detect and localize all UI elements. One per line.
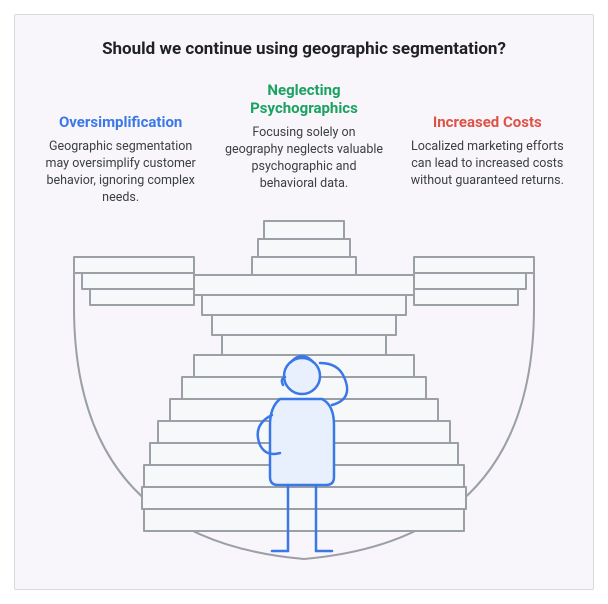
column-oversimplification: Oversimplification Geographic segmentati… [33, 81, 208, 207]
infographic-card: Should we continue using geographic segm… [14, 14, 594, 590]
column-title: Neglecting Psychographics [216, 81, 391, 117]
columns-row: Oversimplification Geographic segmentati… [15, 81, 593, 207]
staircase-illustration [44, 219, 564, 579]
staircase-icon [74, 221, 534, 559]
column-title: Increased Costs [400, 113, 575, 131]
thinking-person-icon [258, 356, 347, 551]
column-body: Geographic segmentation may oversimplify… [33, 139, 208, 207]
column-costs: Increased Costs Localized marketing effo… [400, 81, 575, 207]
column-psychographics: Neglecting Psychographics Focusing solel… [216, 81, 391, 207]
page-title: Should we continue using geographic segm… [15, 39, 593, 59]
column-title: Oversimplification [33, 113, 208, 131]
column-body: Localized marketing efforts can lead to … [400, 139, 575, 190]
column-body: Focusing solely on geography neglects va… [216, 125, 391, 193]
